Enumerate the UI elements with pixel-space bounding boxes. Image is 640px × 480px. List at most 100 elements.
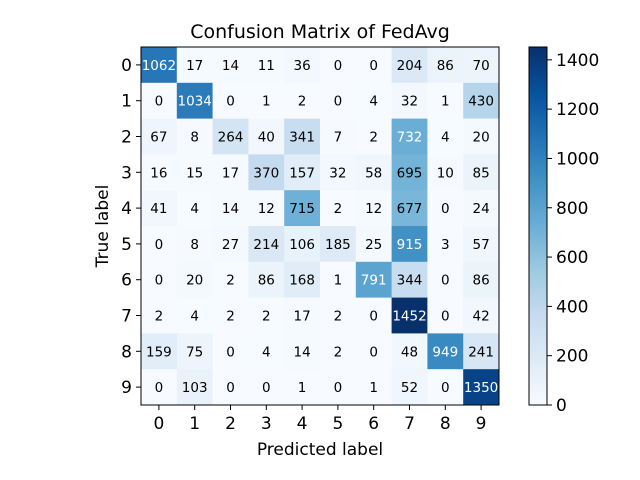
heatmap-cell-r1-c2: [212, 82, 249, 120]
heatmap-cell-r2-c7: [391, 118, 428, 155]
cell-value-r8-c6: 0: [369, 344, 378, 360]
cell-value-r5-c0: 0: [155, 237, 164, 253]
heatmap-cell-r5-c7: [391, 226, 428, 263]
y-tick-label: 6: [121, 271, 132, 291]
cell-value-r1-c9: 430: [468, 94, 494, 110]
heatmap-cell-r9-c3: [248, 369, 285, 406]
x-axis-ticks: 0 1 2 3 4 5 6 7 8 9: [153, 405, 487, 434]
cell-value-r0-c3: 11: [258, 58, 275, 74]
x-axis-label: Predicted label: [257, 440, 383, 460]
heatmap-cell-r9-c7: [391, 369, 428, 406]
heatmap-cell-r9-c6: [355, 369, 393, 406]
heatmap-cell-r9-c5: [320, 369, 357, 406]
cell-value-r7-c1: 4: [190, 309, 199, 325]
colorbar-tick-label: 200: [556, 347, 588, 367]
heatmap-cell-r0-c4: [284, 47, 321, 84]
cell-value-r3-c5: 32: [329, 165, 346, 181]
heatmap-cell-r3-c4: [284, 154, 321, 191]
cell-value-r9-c0: 0: [155, 380, 164, 396]
y-tick-label: 9: [121, 378, 132, 398]
y-tick-label: 0: [121, 56, 132, 76]
heatmap-cell-r2-c5: [320, 118, 357, 155]
cell-value-r4-c0: 41: [150, 201, 167, 217]
heatmap-cell-r5-c3: [248, 226, 285, 263]
cell-value-r2-c7: 732: [397, 130, 423, 146]
cell-value-r4-c8: 0: [441, 201, 450, 217]
cell-value-r9-c8: 0: [441, 380, 450, 396]
cell-value-r9-c1: 103: [182, 380, 208, 396]
cell-value-r4-c4: 715: [289, 201, 315, 217]
heatmap-cell-r5-c5: [320, 226, 357, 263]
x-tick-label: 2: [225, 414, 236, 434]
cell-value-r1-c4: 2: [298, 94, 307, 110]
cell-value-r5-c5: 185: [325, 237, 351, 253]
cell-value-r9-c4: 1: [298, 380, 307, 396]
heatmap-cell-r8-c4: [284, 333, 321, 370]
heatmap-cell-r5-c9: [463, 226, 500, 263]
heatmap-cell-r5-c1: [176, 226, 214, 263]
heatmap-cell-r9-c8: [427, 369, 464, 406]
y-axis-ticks: 0 1 2 3 4 5 6 7 8 9: [121, 56, 141, 398]
cell-value-r8-c7: 48: [401, 344, 418, 360]
heatmap-cell-r3-c0: [141, 154, 178, 191]
cell-value-r3-c7: 695: [397, 165, 423, 181]
cell-value-r8-c0: 159: [146, 344, 172, 360]
cell-value-r7-c3: 2: [262, 309, 271, 325]
heatmap-cell-r5-c6: [355, 226, 393, 263]
y-tick-label: 2: [121, 128, 132, 148]
cell-value-r4-c1: 4: [190, 201, 199, 217]
heatmap-cell-r0-c2: [212, 47, 249, 84]
cell-value-r5-c9: 57: [473, 237, 490, 253]
x-tick-label: 9: [476, 414, 487, 434]
heatmap-cell-r5-c4: [284, 226, 321, 263]
heatmap-cell-r2-c1: [176, 118, 214, 155]
chart-title: Confusion Matrix of FedAvg: [190, 21, 450, 43]
y-tick-label: 1: [121, 92, 132, 112]
cell-value-r2-c2: 264: [218, 130, 244, 146]
cell-value-r0-c5: 0: [334, 58, 343, 74]
cell-value-r7-c6: 0: [369, 309, 378, 325]
cell-value-r3-c1: 15: [186, 165, 203, 181]
heatmap-cell-r7-c5: [320, 297, 357, 334]
heatmap-cell-r6-c8: [427, 261, 464, 299]
heatmap-cell-r3-c2: [212, 154, 249, 191]
cell-value-r0-c2: 14: [222, 58, 239, 74]
heatmap-cell-r0-c1: [176, 47, 214, 84]
heatmap-cell-r1-c0: [141, 82, 178, 120]
cell-value-r9-c9: 1350: [464, 380, 498, 396]
heatmap-cell-r4-c6: [355, 190, 393, 227]
cell-value-r1-c7: 32: [401, 94, 418, 110]
heatmap-cell-r6-c4: [284, 261, 321, 299]
cell-value-r6-c8: 0: [441, 273, 450, 289]
heatmap-cell-r0-c7: [391, 47, 428, 84]
cell-value-r3-c2: 17: [222, 165, 239, 181]
heatmap-cell-r0-c8: [427, 47, 464, 84]
heatmap-cell-r8-c1: [176, 333, 214, 370]
heatmap-cell-r3-c8: [427, 154, 464, 191]
cell-value-r8-c2: 0: [226, 344, 235, 360]
cell-value-r0-c6: 0: [369, 58, 378, 74]
cell-value-r1-c8: 1: [441, 94, 450, 110]
heatmap-cell-r7-c0: [141, 297, 178, 334]
heatmap-cell-r9-c9: [463, 369, 500, 406]
cell-value-r9-c7: 52: [401, 380, 418, 396]
heatmap-cell-r0-c9: [463, 47, 500, 84]
cell-value-r5-c1: 8: [190, 237, 199, 253]
y-tick-label: 5: [121, 235, 132, 255]
colorbar-tick-label: 1200: [556, 100, 599, 120]
cell-value-r6-c4: 168: [289, 273, 315, 289]
cell-value-r6-c2: 2: [226, 273, 235, 289]
cell-value-r7-c9: 42: [473, 309, 490, 325]
heatmap-cell-r0-c6: [355, 47, 393, 84]
cell-value-r1-c5: 0: [334, 94, 343, 110]
cell-value-r1-c1: 1034: [178, 94, 212, 110]
cell-value-r6-c3: 86: [258, 273, 275, 289]
cell-value-r4-c7: 677: [397, 201, 423, 217]
heatmap-cell-r7-c6: [355, 297, 393, 334]
heatmap-cell-r6-c3: [248, 261, 285, 299]
heatmap-cell-r6-c5: [320, 261, 357, 299]
cell-value-r0-c8: 86: [437, 58, 454, 74]
heatmap-cell-r9-c2: [212, 369, 249, 406]
